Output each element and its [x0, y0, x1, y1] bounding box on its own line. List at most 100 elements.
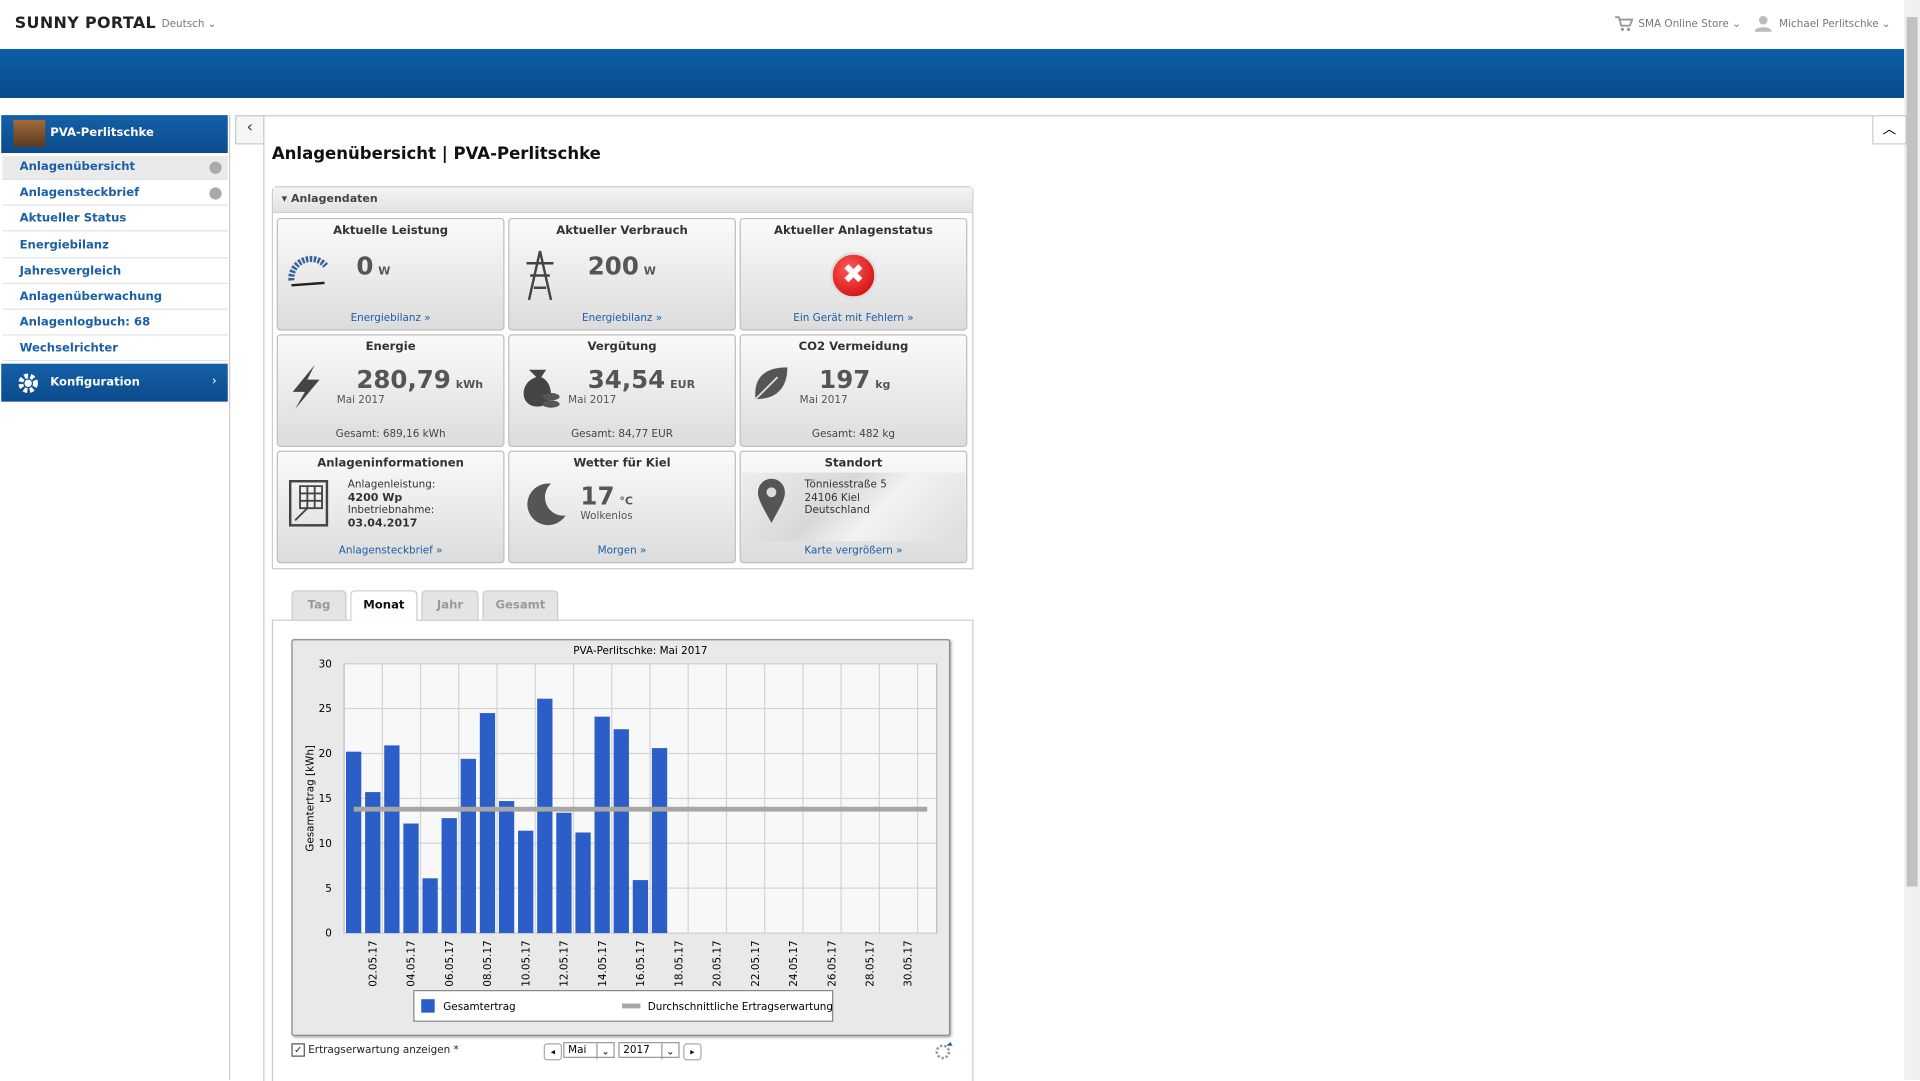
- tile-title: Energie: [365, 340, 416, 354]
- globe-icon: [209, 187, 222, 200]
- store: SMA Online Store: [1638, 18, 1729, 31]
- pin-icon: [756, 476, 788, 530]
- language-select[interactable]: Deutsch ⌄: [161, 18, 217, 31]
- nav-item[interactable]: Anlagenübersicht: [2, 155, 228, 181]
- config-button[interactable]: Konfiguration ›: [1, 363, 228, 402]
- bar: [460, 758, 476, 934]
- tile-value: 17 °C: [580, 481, 633, 510]
- month-select[interactable]: Mai ⌄: [563, 1042, 615, 1060]
- panel-title: ▾ Anlagendaten: [281, 193, 378, 206]
- plant-header[interactable]: PVA-Perlitschke: [1, 115, 228, 154]
- nav-item[interactable]: Wechselrichter: [2, 337, 228, 362]
- store-link[interactable]: SMA Online Store ⌄: [1638, 18, 1741, 31]
- x-tick-label: 16.05.17: [635, 940, 647, 986]
- value: 197: [819, 364, 871, 395]
- nav-item[interactable]: Anlagensteckbrief: [2, 181, 228, 206]
- chart-panel: [271, 619, 974, 1081]
- error-icon: ✖: [830, 252, 877, 299]
- x-tick-label: 04.05.17: [406, 940, 418, 986]
- language: Deutsch: [161, 18, 205, 31]
- nav-item[interactable]: Jahresvergleich: [2, 259, 228, 284]
- tile-value: 197 kg: [819, 365, 890, 394]
- tile: Standort Tönniesstraße 5 24106 Kiel Deutsch…: [739, 450, 968, 564]
- bar: [518, 830, 534, 934]
- up-button[interactable]: ︿: [1872, 115, 1907, 145]
- tile-sub: Mai 2017: [336, 394, 385, 407]
- unit: EUR: [670, 379, 696, 392]
- main: [263, 115, 1906, 1081]
- tile-icon: [288, 249, 330, 296]
- unit: W: [643, 265, 656, 278]
- icon: [754, 367, 788, 400]
- collapse-button[interactable]: ‹: [235, 115, 265, 145]
- y-tick-label: 0: [325, 928, 332, 940]
- tab[interactable]: Gesamt: [482, 590, 559, 620]
- panel-title-text: Anlagendaten: [291, 193, 378, 206]
- tab[interactable]: Monat: [350, 590, 418, 621]
- value: 0: [356, 251, 374, 281]
- bar: [556, 812, 572, 934]
- tile-link[interactable]: Anlagensteckbrief »: [338, 544, 443, 558]
- tile: Wetter für Kiel 17 °C Wolkenlos Morgen »: [508, 450, 736, 564]
- expectation-toggle[interactable]: ✓ Ertragserwartung anzeigen *: [291, 1043, 459, 1057]
- tile-line: 24106 Kiel: [804, 491, 860, 504]
- x-tick-label: 20.05.17: [712, 940, 724, 986]
- plant-image: [13, 120, 46, 147]
- nav-item[interactable]: Aktueller Status: [2, 207, 228, 232]
- checkbox[interactable]: ✓: [291, 1043, 305, 1057]
- gear-icon: [18, 373, 38, 394]
- bar: [575, 832, 591, 934]
- icon: [288, 480, 329, 527]
- tile-value: 200 W: [588, 251, 656, 280]
- bar: [403, 823, 419, 934]
- tile-link[interactable]: Energiebilanz »: [581, 312, 663, 325]
- top-bar: SUNNY PORTAL Deutsch ⌄ SMA Online Store …: [0, 0, 1905, 49]
- cart-icon: [1615, 16, 1634, 31]
- tile-link[interactable]: Energiebilanz »: [350, 312, 431, 325]
- tile-link[interactable]: Karte vergrößern »: [804, 544, 903, 558]
- tile-line: Inbetriebnahme:: [347, 504, 435, 517]
- sidebar: PVA-Perlitschke Konfiguration ›: [0, 115, 231, 1081]
- y-tick-label: 25: [319, 703, 332, 715]
- y-tick-label: 20: [319, 748, 332, 760]
- tile-value: 280,79 kWh: [356, 365, 483, 394]
- legend-label: Gesamtertrag: [443, 1001, 515, 1013]
- scrollbar[interactable]: [1904, 0, 1920, 1081]
- tile-link[interactable]: Ein Gerät mit Fehlern »: [793, 312, 914, 325]
- prev-month[interactable]: ◂: [543, 1043, 563, 1061]
- bar: [384, 745, 400, 934]
- panel-header[interactable]: ▾ Anlagendaten: [273, 187, 973, 214]
- user-menu[interactable]: Michael Perlitschke ⌄: [1779, 18, 1891, 31]
- nav-item[interactable]: Anlagenlogbuch: 68: [2, 311, 228, 336]
- settings-icon[interactable]: [934, 1041, 954, 1061]
- next-month[interactable]: ▸: [683, 1043, 702, 1061]
- tab[interactable]: Jahr: [421, 590, 479, 620]
- x-tick-label: 10.05.17: [520, 940, 532, 986]
- bar: [345, 751, 362, 934]
- scroll-thumb[interactable]: [1906, 17, 1918, 887]
- checkbox-label: Ertragserwartung anzeigen *: [308, 1044, 459, 1057]
- x-tick-label: 26.05.17: [826, 940, 838, 986]
- x-tick-label: 22.05.17: [750, 940, 762, 986]
- bar: [613, 729, 629, 934]
- unit: °C: [619, 495, 634, 509]
- page-title: Anlagenübersicht | PVA-Perlitschke: [271, 144, 601, 165]
- year-select[interactable]: 2017 ⌄: [618, 1042, 680, 1060]
- unit: kWh: [455, 379, 484, 392]
- legend-swatch: [421, 999, 435, 1013]
- bar: [365, 792, 381, 934]
- nav-item[interactable]: Anlagenüberwachung: [2, 285, 228, 310]
- bar: [537, 698, 553, 934]
- tile-link[interactable]: Morgen »: [597, 544, 647, 558]
- brand[interactable]: SUNNY PORTAL: [14, 14, 157, 34]
- icon: [523, 369, 560, 408]
- tile-title: Aktueller Anlagenstatus: [774, 224, 933, 238]
- tile: Vergütung 34,54 EUR Mai 2017 Gesamt: 84,77 E…: [508, 334, 736, 447]
- nav-item[interactable]: Energiebilanz: [2, 233, 228, 258]
- tile-title: Anlageninformationen: [317, 456, 464, 471]
- icon: [526, 250, 554, 301]
- legend-label: Durchschnittliche Ertragserwartung: [648, 1001, 833, 1013]
- tile: Aktueller Verbrauch 200 W Energiebilanz »: [508, 217, 736, 331]
- tab[interactable]: Tag: [291, 590, 347, 620]
